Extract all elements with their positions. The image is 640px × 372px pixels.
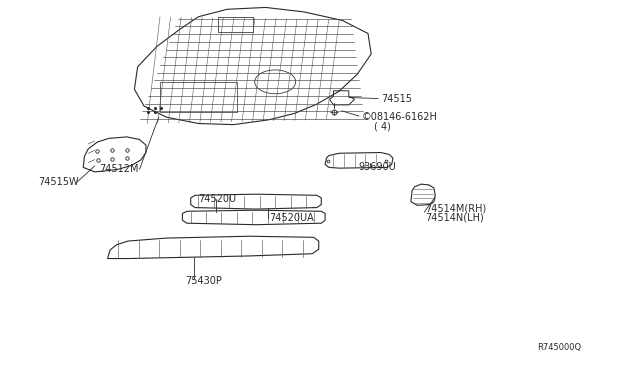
Text: 74514N(LH): 74514N(LH): [426, 213, 484, 222]
Bar: [218, 17, 253, 32]
Text: 74515: 74515: [381, 94, 412, 103]
Text: 74512M: 74512M: [99, 164, 139, 174]
Text: 74515W: 74515W: [38, 177, 79, 187]
Text: R745000Q: R745000Q: [538, 343, 582, 352]
Text: ©08146-6162H: ©08146-6162H: [362, 112, 438, 122]
Text: ( 4): ( 4): [374, 122, 391, 131]
Text: 74514M(RH): 74514M(RH): [426, 203, 487, 213]
Text: 93690U: 93690U: [358, 163, 396, 172]
Bar: [160, 82, 237, 112]
Text: 74520U: 74520U: [198, 194, 237, 204]
Text: 74520UA: 74520UA: [269, 213, 314, 222]
Text: 75430P: 75430P: [186, 276, 223, 286]
